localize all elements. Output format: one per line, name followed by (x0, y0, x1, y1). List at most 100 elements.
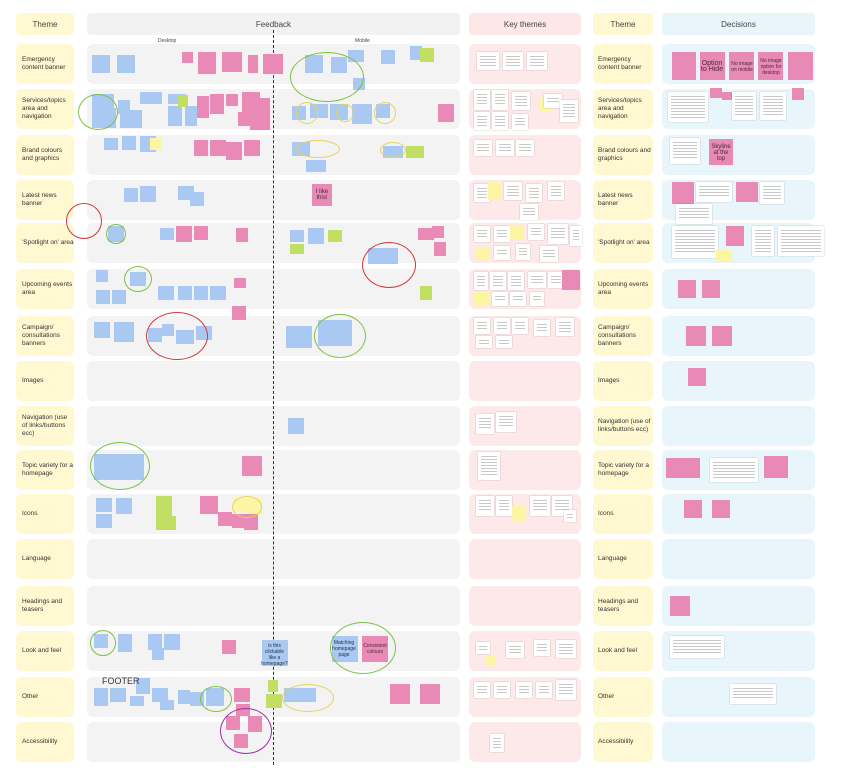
sticky-note[interactable] (136, 678, 150, 694)
sticky-note[interactable] (474, 90, 490, 110)
sticky-note[interactable] (381, 50, 395, 64)
sticky-note[interactable] (670, 138, 700, 164)
sticky-note[interactable] (684, 500, 702, 518)
sticky-note[interactable] (218, 512, 232, 526)
sticky-note[interactable] (352, 104, 372, 124)
sticky-note[interactable] (232, 306, 246, 320)
sticky-note[interactable] (194, 286, 208, 300)
sticky-note[interactable] (94, 322, 110, 338)
sticky-note[interactable] (474, 272, 488, 290)
sticky-note[interactable] (556, 640, 576, 658)
sticky-note[interactable] (548, 182, 564, 200)
sticky-note[interactable] (244, 514, 258, 530)
sticky-note[interactable] (476, 496, 494, 516)
sticky-note[interactable] (96, 498, 112, 512)
sticky-note[interactable] (528, 272, 546, 288)
sticky-note[interactable] (92, 55, 110, 73)
sticky-note[interactable] (152, 688, 168, 702)
sticky-note[interactable] (476, 414, 494, 434)
sticky-note[interactable] (118, 634, 132, 652)
sticky-note[interactable] (670, 596, 690, 616)
sticky-note[interactable] (406, 146, 424, 158)
sticky-note[interactable] (764, 456, 788, 478)
sticky-note[interactable] (260, 98, 270, 124)
sticky-note[interactable] (474, 112, 490, 130)
sticky-note[interactable] (556, 680, 576, 700)
sticky-note[interactable] (286, 326, 312, 348)
sticky-note[interactable] (178, 286, 192, 300)
sticky-note[interactable] (702, 280, 720, 298)
sticky-note[interactable] (686, 326, 706, 346)
sticky-note[interactable] (504, 182, 522, 200)
sticky-note[interactable] (438, 104, 454, 122)
sticky-note[interactable] (496, 496, 512, 516)
sticky-note[interactable] (710, 88, 722, 98)
sticky-note[interactable] (248, 55, 258, 73)
sticky-note[interactable] (308, 228, 324, 244)
sticky-note[interactable] (432, 226, 444, 238)
sticky-note[interactable] (528, 224, 544, 240)
sticky-note[interactable] (96, 514, 112, 528)
sticky-note[interactable] (238, 112, 250, 126)
sticky-note[interactable] (94, 688, 108, 706)
sticky-note[interactable] (420, 684, 440, 704)
sticky-note[interactable] (168, 94, 186, 104)
sticky-note[interactable] (490, 734, 504, 752)
sticky-note[interactable] (96, 290, 110, 304)
sticky-note[interactable] (236, 228, 248, 242)
sticky-note[interactable] (410, 46, 422, 60)
sticky-note[interactable] (120, 110, 142, 128)
sticky-note[interactable] (194, 226, 208, 240)
sticky-note[interactable] (104, 138, 118, 150)
sticky-note[interactable] (158, 286, 174, 300)
sticky-note[interactable] (234, 688, 250, 702)
sticky-note[interactable] (530, 496, 550, 516)
sticky-note[interactable] (242, 456, 262, 476)
sticky-note[interactable] (288, 418, 304, 434)
sticky-note[interactable] (434, 242, 446, 256)
sticky-note[interactable] (670, 636, 724, 658)
sticky-note[interactable] (712, 326, 732, 346)
sticky-note[interactable] (494, 246, 510, 260)
sticky-note[interactable] (96, 270, 108, 282)
sticky-note[interactable] (534, 320, 550, 336)
sticky-note[interactable] (474, 682, 490, 698)
sticky-note[interactable] (492, 90, 508, 110)
sticky-note[interactable] (226, 94, 238, 106)
sticky-note[interactable] (185, 106, 197, 126)
sticky-note[interactable] (263, 54, 283, 74)
sticky-note[interactable] (176, 226, 192, 242)
sticky-note[interactable] (510, 226, 524, 240)
sticky-note[interactable] (244, 140, 260, 156)
sticky-note[interactable] (168, 106, 182, 126)
sticky-note[interactable] (210, 94, 224, 114)
sticky-note[interactable] (534, 640, 550, 656)
sticky-note[interactable] (672, 52, 696, 80)
sticky-note[interactable] (478, 452, 500, 480)
sticky-note[interactable] (570, 226, 582, 246)
sticky-note[interactable] (562, 270, 580, 290)
sticky-note[interactable] (508, 272, 524, 290)
sticky-note[interactable] (676, 204, 712, 224)
sticky-note[interactable] (190, 192, 204, 206)
sticky-note[interactable] (729, 52, 754, 80)
sticky-note[interactable] (477, 52, 499, 70)
sticky-note[interactable] (494, 226, 510, 242)
sticky-note[interactable] (496, 412, 516, 432)
sticky-note[interactable] (512, 506, 526, 522)
sticky-note[interactable] (760, 92, 786, 120)
sticky-note[interactable] (222, 640, 236, 654)
sticky-note[interactable] (290, 244, 304, 254)
sticky-note[interactable] (668, 92, 708, 122)
sticky-note[interactable] (510, 292, 526, 306)
sticky-note[interactable] (512, 114, 528, 130)
sticky-note[interactable] (390, 684, 410, 704)
sticky-note[interactable] (194, 140, 208, 156)
sticky-note[interactable] (474, 318, 490, 334)
sticky-note[interactable] (712, 500, 730, 518)
sticky-note[interactable] (512, 318, 528, 334)
sticky-note[interactable] (520, 204, 538, 220)
sticky-note[interactable] (530, 292, 544, 306)
sticky-note[interactable] (536, 682, 552, 698)
sticky-note[interactable] (788, 52, 813, 80)
